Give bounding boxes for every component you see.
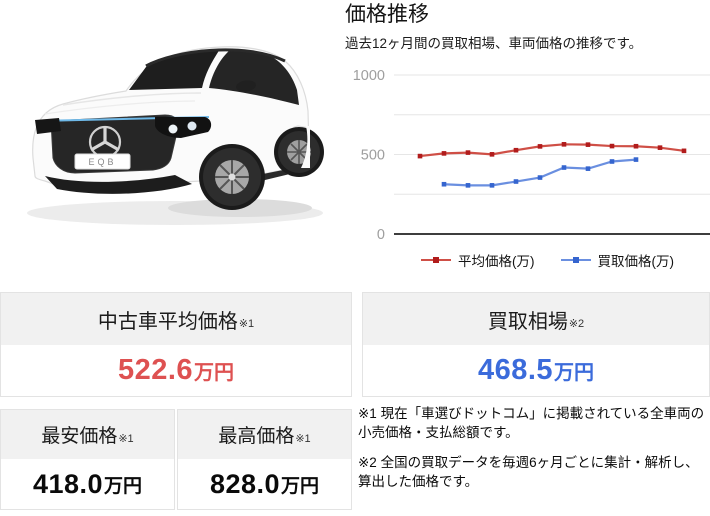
buyback-price-card: 買取相場 ※2 468.5 万円 bbox=[362, 292, 710, 397]
y-axis-tick-label: 500 bbox=[361, 148, 385, 164]
front-hub bbox=[228, 173, 236, 181]
side-windows bbox=[209, 50, 299, 105]
chart-subtitle: 過去12ヶ月間の買取相場、車両価格の推移です。 bbox=[345, 36, 643, 51]
buyback-price-unit: 万円 bbox=[554, 362, 595, 384]
data-point-marker bbox=[585, 166, 591, 171]
car-image: EQB bbox=[5, 8, 335, 244]
data-point-marker bbox=[561, 165, 567, 170]
highest-price-unit: 万円 bbox=[281, 475, 320, 497]
headlight-right bbox=[155, 117, 212, 138]
windshield bbox=[129, 49, 220, 90]
headlight-lamp-icon-2 bbox=[187, 121, 197, 131]
data-point-marker bbox=[609, 143, 615, 149]
series-line bbox=[443, 158, 637, 187]
buyback-price-header: 買取相場 ※2 bbox=[363, 293, 709, 345]
legend-marker-icon bbox=[433, 257, 439, 263]
buyback-price-number: 468.5 bbox=[477, 354, 554, 386]
mercedes-star-icon bbox=[90, 126, 120, 152]
data-point-marker bbox=[441, 151, 447, 156]
legend-marker-icon bbox=[572, 257, 579, 263]
rear-body-edge bbox=[301, 126, 310, 168]
data-point-marker bbox=[537, 175, 543, 180]
data-point-marker bbox=[417, 153, 423, 159]
data-point-marker bbox=[513, 147, 519, 153]
data-point-marker bbox=[681, 148, 687, 154]
data-point-marker bbox=[657, 145, 663, 150]
y-axis-tick-label: 0 bbox=[377, 227, 385, 243]
car-illustration: EQB bbox=[27, 46, 324, 225]
buyback-price-note-ref: ※2 bbox=[568, 317, 585, 330]
legend-item: 買取価格(万) bbox=[560, 250, 675, 270]
footnote-2: ※2 全国の買取データを毎週6ヶ月ごとに集計・解析し、算出した価格です。 bbox=[358, 455, 699, 490]
lowest-price-note-ref: ※1 bbox=[118, 433, 134, 445]
side-mirror bbox=[236, 80, 256, 92]
data-point-marker bbox=[465, 183, 471, 188]
buyback-price-value: 468.5 万円 bbox=[363, 345, 709, 396]
legend-label: 平均価格(万) bbox=[458, 254, 535, 269]
price-trend-section: 価格推移 過去12ヶ月間の買取相場、車両価格の推移です。 0 500 1000 平均… bbox=[345, 2, 710, 288]
legend-item: 平均価格(万) bbox=[421, 250, 535, 270]
hood-crease-2 bbox=[44, 100, 196, 115]
footnotes: ※1 現在「車選びドットコム」に掲載されている全車両の小売価格・支払総額です。 … bbox=[358, 404, 710, 503]
data-point-marker bbox=[465, 150, 471, 155]
chart-legend: 平均価格(万) 買取価格(万) bbox=[385, 249, 710, 271]
buyback-price-label: 買取相場 bbox=[487, 310, 568, 333]
average-price-label: 中古車平均価格 bbox=[97, 310, 238, 333]
y-axis-tick-label: 1000 bbox=[353, 68, 385, 84]
average-price-note-ref: ※1 bbox=[238, 317, 255, 330]
series-line bbox=[419, 143, 685, 158]
lowest-price-label: 最安価格 bbox=[41, 426, 118, 447]
data-point-marker bbox=[537, 144, 543, 149]
license-plate bbox=[74, 153, 131, 170]
data-point-marker bbox=[609, 159, 615, 164]
data-point-marker bbox=[441, 181, 447, 187]
legend-line-icon bbox=[421, 257, 451, 263]
legend-label: 買取価格(万) bbox=[597, 254, 675, 269]
lowest-price-value: 418.0 万円 bbox=[1, 459, 174, 509]
rear-rim-spokes bbox=[287, 140, 311, 164]
average-price-header: 中古車平均価格 ※1 bbox=[1, 293, 351, 345]
highest-price-note-ref: ※1 bbox=[295, 433, 311, 445]
lowest-price-unit: 万円 bbox=[104, 475, 143, 497]
bumper-intake bbox=[45, 175, 192, 194]
highest-price-header: 最高価格 ※1 bbox=[178, 410, 351, 459]
average-price-card: 中古車平均価格 ※1 522.6 万円 bbox=[0, 292, 352, 397]
footnote-1: ※1 現在「車選びドットコム」に掲載されている全車両の小売価格・支払総額です。 bbox=[358, 406, 705, 441]
data-point-marker bbox=[513, 179, 519, 184]
average-price-value: 522.6 万円 bbox=[1, 345, 351, 396]
roof-rail bbox=[145, 48, 286, 68]
data-point-marker bbox=[489, 183, 495, 188]
lowest-price-header: 最安価格 ※1 bbox=[1, 410, 174, 459]
hood-crease bbox=[62, 92, 202, 106]
data-point-marker bbox=[585, 142, 591, 147]
data-point-marker bbox=[561, 142, 567, 147]
data-point-marker bbox=[489, 152, 495, 157]
highest-price-card: 最高価格 ※1 828.0 万円 bbox=[177, 409, 352, 510]
highest-price-value: 828.0 万円 bbox=[178, 459, 351, 509]
price-chart: 0 500 1000 bbox=[353, 68, 710, 243]
data-point-marker bbox=[633, 143, 639, 149]
data-point-marker bbox=[633, 157, 639, 162]
headlight-lamp-icon bbox=[168, 124, 178, 134]
highest-price-number: 828.0 bbox=[209, 468, 281, 499]
car-plate-text: EQB bbox=[88, 157, 116, 167]
lowest-price-number: 418.0 bbox=[32, 468, 104, 499]
lowest-price-card: 最安価格 ※1 418.0 万円 bbox=[0, 409, 175, 510]
average-price-number: 522.6 bbox=[117, 354, 194, 386]
legend-line-icon bbox=[560, 257, 591, 263]
highest-price-label: 最高価格 bbox=[218, 426, 295, 447]
headlight-left bbox=[35, 118, 61, 134]
chart-title: 価格推移 bbox=[345, 3, 429, 26]
average-price-unit: 万円 bbox=[194, 362, 235, 384]
